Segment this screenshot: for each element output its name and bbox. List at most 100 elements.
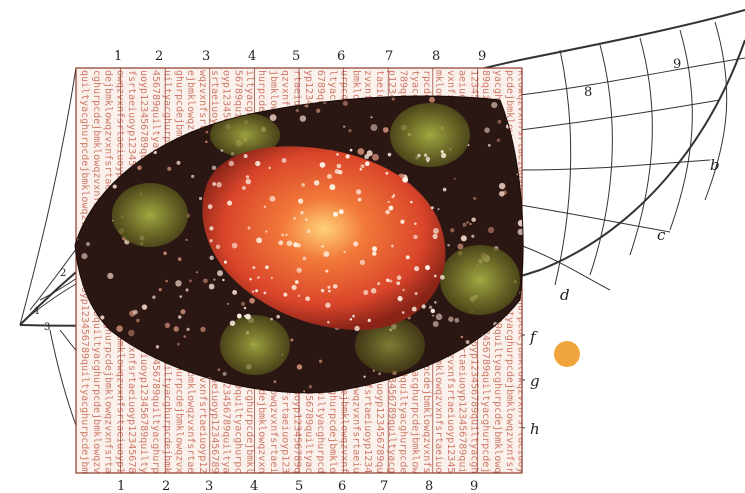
bottom-number: 7 (380, 479, 388, 493)
top-number: 8 (432, 49, 440, 64)
core-dot (327, 320, 330, 324)
bottom-number: 5 (295, 479, 303, 493)
texture-dot (273, 380, 277, 384)
texture-dot (296, 364, 303, 370)
texture-dot (491, 102, 498, 109)
top-number: 7 (385, 49, 393, 64)
core-dot (269, 195, 276, 202)
texture-dot (473, 196, 477, 200)
core-dot (385, 209, 390, 215)
core-dot (336, 153, 339, 156)
texture-dot (152, 295, 156, 299)
core-dot (305, 296, 311, 302)
core-dot (410, 200, 413, 204)
bottom-number: 9 (470, 479, 478, 493)
core-dot (353, 241, 359, 247)
core-dot (433, 227, 439, 234)
texture-dot (499, 191, 505, 197)
texture-dot (269, 114, 277, 122)
core-dot (256, 237, 262, 244)
texture-dot (428, 305, 433, 310)
green-patch (112, 183, 188, 247)
mesh-meridian-1 (554, 49, 572, 286)
core-dot (413, 234, 418, 240)
texture-dot (372, 153, 379, 161)
core-dot (385, 171, 389, 175)
texture-dot (471, 217, 476, 222)
core-dot (401, 311, 405, 314)
core-dot (371, 246, 378, 252)
core-dot (300, 211, 304, 215)
core-dot (243, 306, 247, 310)
texture-dot (132, 309, 138, 315)
core-dot (440, 274, 445, 280)
texture-dot (183, 335, 187, 338)
texture-dot (81, 253, 88, 260)
texture-dot (517, 219, 524, 227)
left-number: 3 (44, 322, 50, 333)
core-dot (216, 182, 222, 188)
core-dot (226, 200, 233, 206)
core-dot (430, 308, 436, 314)
core-dot (386, 278, 390, 283)
core-dot (231, 242, 238, 249)
top-number: 1 (114, 49, 122, 64)
core-dot (421, 304, 426, 309)
core-dot (387, 200, 390, 203)
core-dot (359, 168, 363, 171)
core-dot (432, 233, 438, 239)
core-dot (217, 270, 224, 277)
texture-dot (203, 278, 208, 284)
tumor-blob (75, 96, 524, 393)
texture-dot (158, 287, 162, 292)
texture-dot (299, 115, 307, 122)
texture-dot (496, 138, 501, 142)
core-dot (356, 189, 362, 195)
green-patch (390, 103, 470, 167)
texture-dot (517, 228, 524, 236)
core-dot (255, 289, 259, 293)
bottom-number: 3 (205, 479, 213, 493)
texture-dot (198, 196, 203, 201)
core-dot (243, 314, 247, 318)
core-dot (301, 182, 306, 187)
core-dot (370, 288, 377, 294)
core-dot (270, 317, 273, 321)
core-dot (294, 280, 299, 284)
core-dot (329, 184, 336, 191)
top-number: 9 (478, 49, 486, 64)
texture-dot (435, 313, 443, 321)
texture-dot (348, 129, 352, 133)
core-dot (360, 164, 365, 169)
texture-dot (357, 148, 365, 155)
texture-dot (107, 272, 114, 280)
texture-dot (370, 116, 373, 119)
texture-dot (217, 368, 221, 372)
core-dot (417, 153, 421, 157)
texture-dot (165, 279, 168, 283)
core-dot (338, 209, 344, 215)
texture-dot (448, 316, 454, 322)
core-dot (334, 169, 340, 174)
texture-dot (290, 338, 294, 342)
core-dot (306, 229, 311, 233)
core-dot (391, 244, 394, 248)
green-patch (210, 113, 280, 157)
texture-dot (454, 317, 460, 323)
curve-letter: h (530, 420, 540, 438)
texture-dot (487, 143, 491, 147)
core-dot (296, 267, 302, 273)
texture-dot (465, 340, 470, 344)
core-dot (440, 150, 444, 154)
core-dot (411, 306, 417, 312)
core-dot (222, 278, 225, 282)
core-dot (270, 276, 273, 280)
texture-dot (372, 369, 376, 372)
curve-number: 8 (584, 85, 592, 100)
core-dot (243, 154, 248, 159)
core-dot (281, 233, 285, 237)
core-dot (302, 256, 307, 261)
core-dot (319, 162, 326, 168)
core-dot (283, 292, 288, 297)
